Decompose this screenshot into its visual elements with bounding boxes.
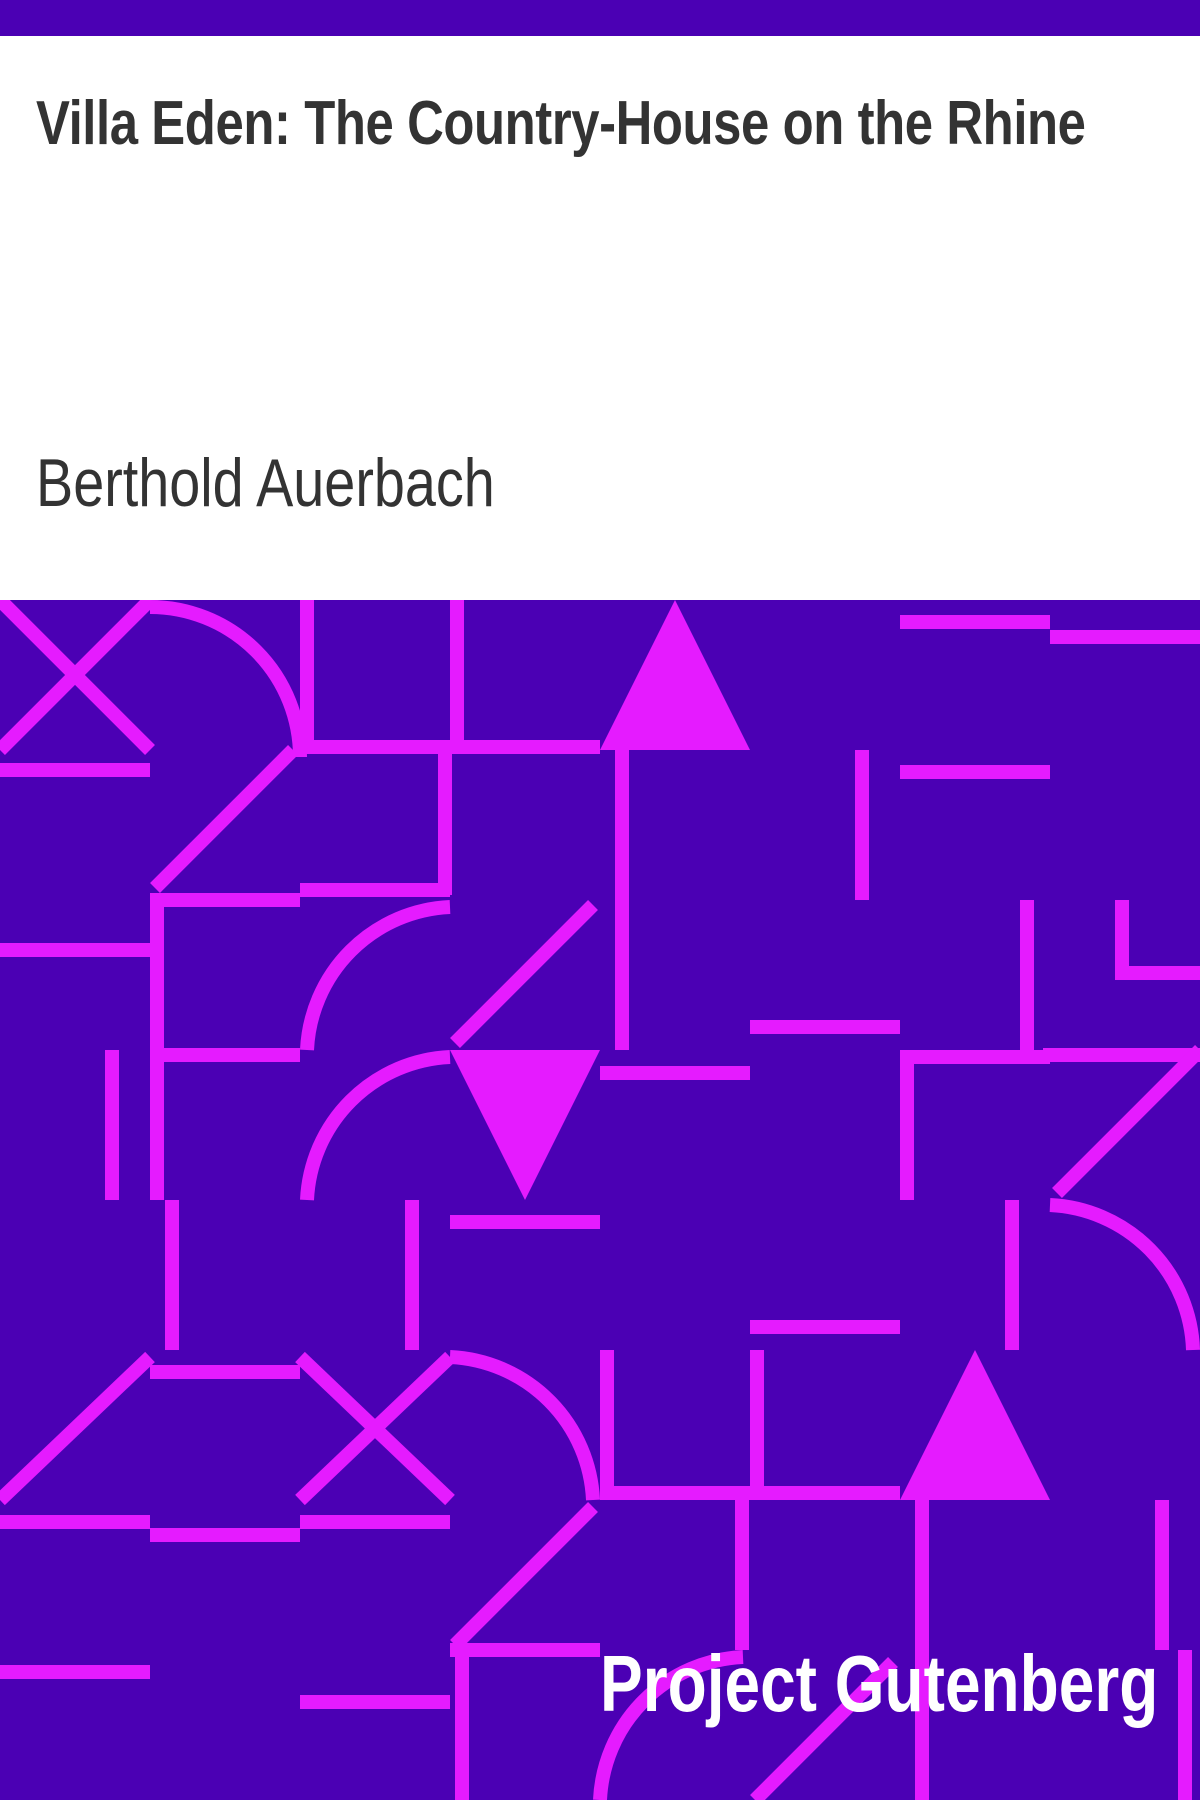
top-color-bar [0, 0, 1200, 36]
decorative-pattern [0, 600, 1200, 1800]
publisher-name: Project Gutenberg [600, 1639, 1159, 1728]
book-title: Villa Eden: The Country-House on the Rhi… [36, 89, 1086, 158]
book-author: Berthold Auerbach [36, 445, 495, 521]
